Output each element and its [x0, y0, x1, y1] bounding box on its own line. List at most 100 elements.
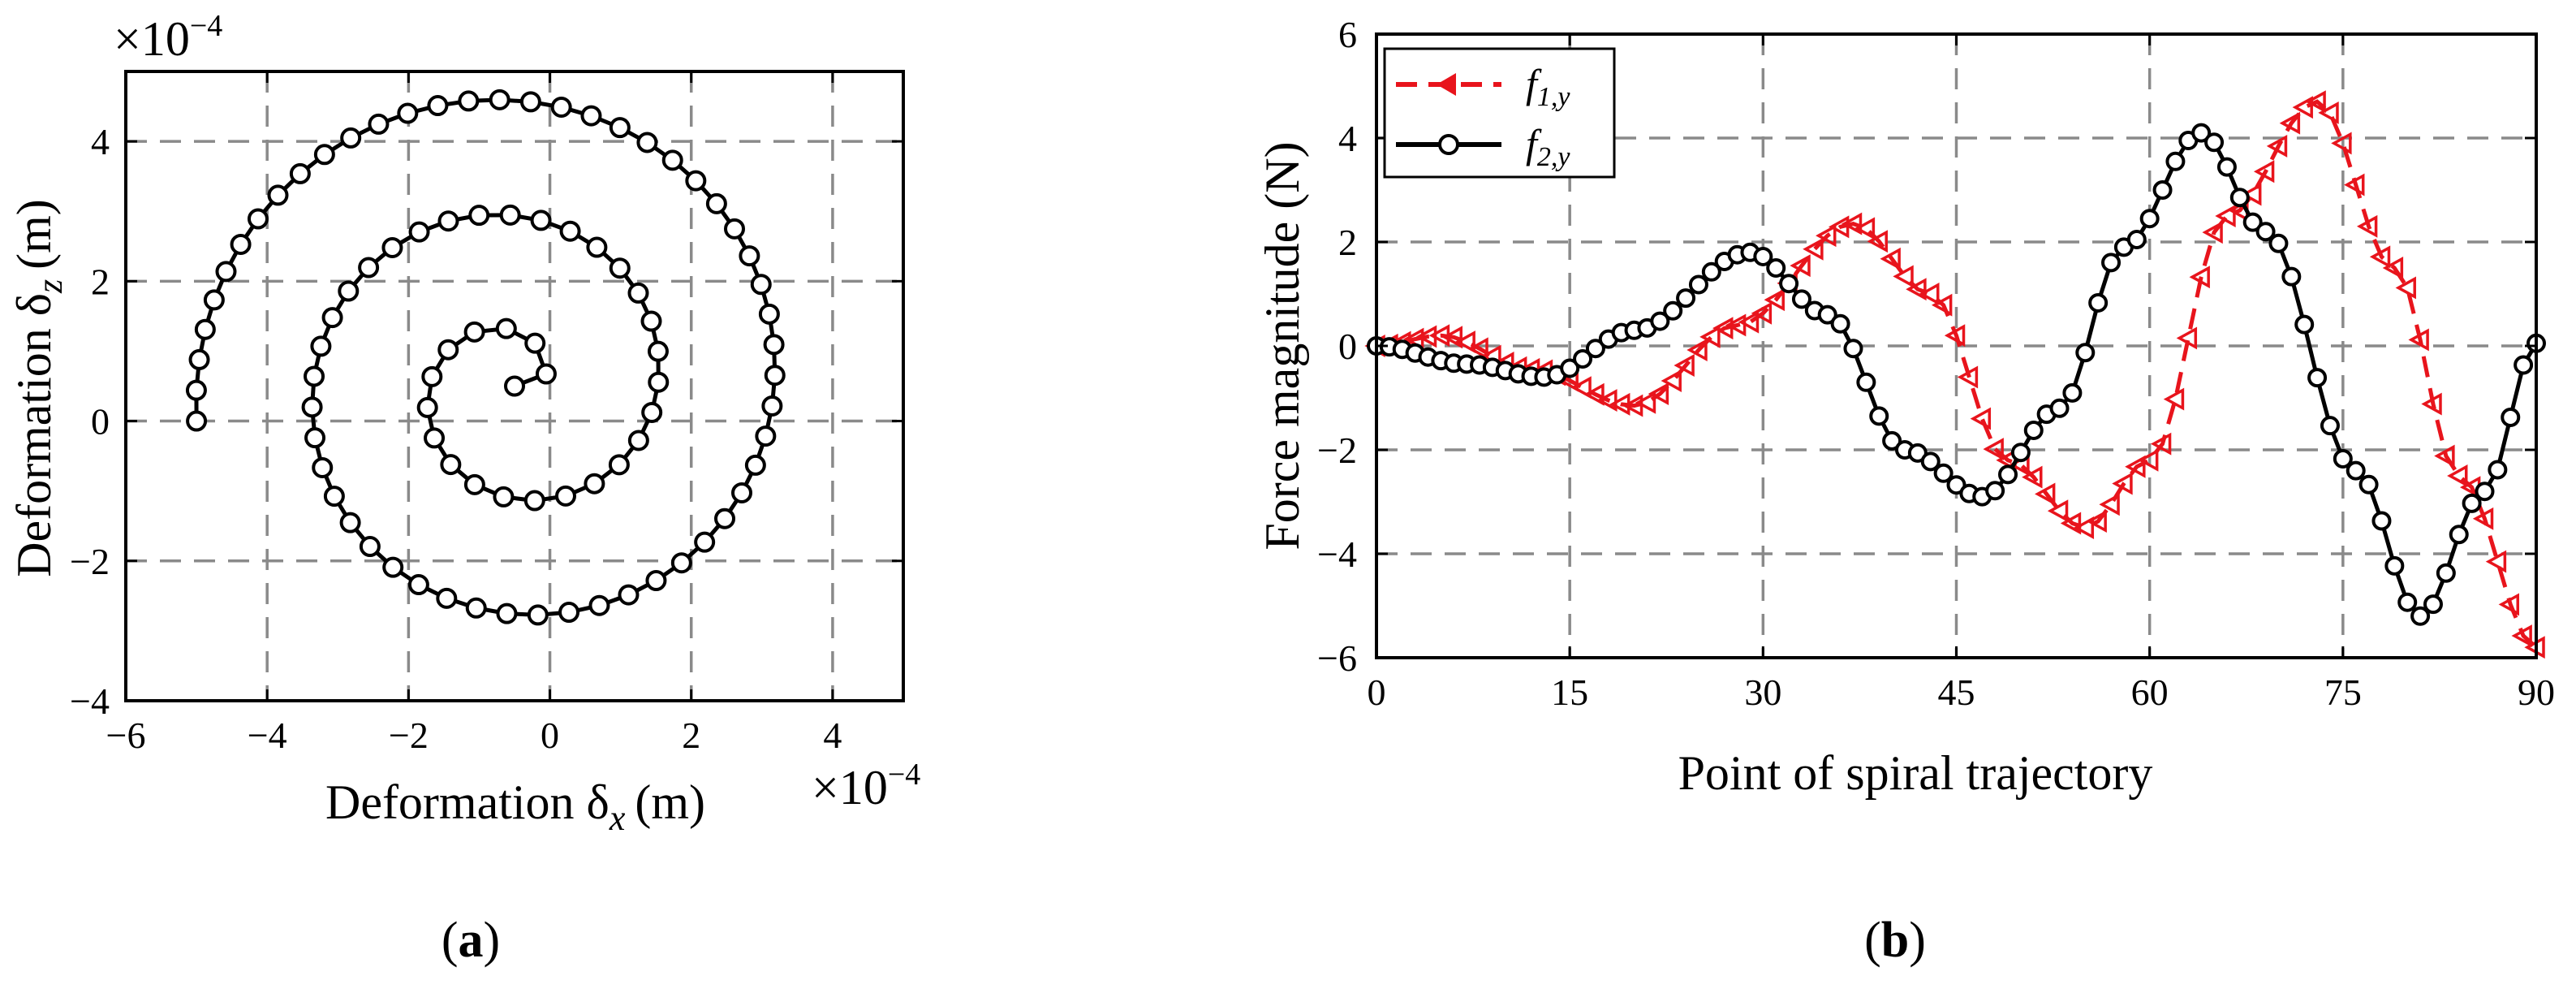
data-point: [2268, 233, 2289, 253]
spiral-point: [463, 321, 485, 343]
data-point: [1764, 288, 1785, 312]
data-point: [1661, 369, 1682, 392]
spiral-point: [554, 485, 576, 507]
spiral-point: [408, 221, 430, 243]
data-point: [2488, 460, 2508, 480]
data-point: [2485, 550, 2507, 573]
spiral-point: [524, 332, 546, 354]
spiral-point: [636, 132, 658, 153]
data-point: [2346, 460, 2366, 481]
data-point: [1585, 339, 1605, 359]
spiral-point: [527, 604, 549, 626]
spiral-point: [755, 425, 777, 447]
data-point: [1779, 274, 1799, 294]
spiral-point: [359, 536, 381, 558]
data-point: [1753, 246, 1773, 266]
data-point: [2204, 132, 2225, 153]
spiral-point: [440, 454, 462, 476]
y-axis-label-a: Deformation δz(m): [7, 199, 70, 577]
series-a-spiral: [185, 89, 786, 626]
spiral-point: [339, 512, 361, 533]
data-point: [1738, 310, 1760, 334]
data-point: [2152, 180, 2173, 200]
plot-frame-a: [124, 70, 905, 702]
data-point: [2397, 592, 2418, 612]
spiral-point: [323, 486, 345, 507]
series-f1y: [1364, 90, 2545, 659]
y-tick-label: 2: [1338, 222, 1357, 263]
data-point: [2395, 276, 2416, 300]
data-point: [2511, 624, 2532, 648]
data-point: [1817, 304, 1837, 325]
data-point: [2266, 134, 2288, 158]
x-tick-label: −2: [389, 715, 429, 756]
spiral-point: [705, 192, 727, 214]
data-point: [2331, 132, 2352, 155]
x-tick-label: 75: [2324, 672, 2362, 713]
data-point: [2088, 292, 2109, 313]
data-point: [1843, 339, 1863, 359]
data-point: [2434, 444, 2455, 468]
spiral-point: [627, 430, 649, 451]
x-tick-label: 0: [1368, 672, 1386, 713]
spiral-point: [714, 507, 736, 529]
data-point: [2356, 214, 2378, 238]
y-tick-label: 4: [1338, 118, 1357, 159]
spiral-point: [358, 257, 380, 279]
spiral-point: [427, 95, 449, 117]
x-tick-label: 4: [823, 715, 842, 756]
data-point: [1441, 326, 1463, 349]
data-point: [2421, 392, 2442, 416]
legend-marker-f2y: [1438, 134, 1459, 155]
x-axis-label-b: Point of spiral trajectory: [1678, 746, 2153, 800]
data-point: [1570, 376, 1592, 399]
y-tick-label: −2: [70, 541, 110, 582]
spiral-point: [661, 149, 683, 171]
spiral-point: [685, 170, 707, 192]
x-tick-label: 15: [1551, 672, 1588, 713]
data-point: [2049, 398, 2070, 418]
y-tick-label: −4: [1317, 533, 1357, 575]
data-point: [2023, 421, 2044, 440]
spiral-point: [731, 482, 753, 503]
data-point: [2447, 464, 2468, 487]
data-point: [1676, 288, 1696, 309]
spiral-point: [463, 473, 485, 495]
data-point: [2292, 96, 2313, 119]
spiral-point: [312, 456, 334, 478]
data-point: [1880, 247, 1901, 270]
spiral-point: [559, 220, 581, 242]
spiral-point: [437, 339, 459, 361]
spiral-point: [750, 274, 772, 296]
legend-b: f1,y f2,y: [1383, 47, 1616, 179]
y-tick-label: 4: [91, 121, 110, 162]
spiral-point: [407, 574, 429, 596]
chart-b: 0 15 30 45 60 75 90 −6 −4 −2 0 2 4 6 f1,y f2,y Point …: [1256, 14, 2555, 968]
data-point: [2163, 387, 2185, 411]
legend-marker-f1y: [1437, 73, 1456, 96]
spiral-point: [310, 335, 332, 357]
x-tick-label: 90: [2518, 672, 2555, 713]
data-point: [1596, 389, 1618, 412]
y-tick-label: 2: [91, 261, 110, 302]
data-point: [1931, 293, 1953, 317]
data-point: [2423, 594, 2443, 615]
spiral-point: [215, 261, 237, 283]
spiral-point: [758, 303, 780, 325]
y-axis-label-b: Force magnitude (N): [1256, 141, 1309, 550]
spiral-point: [764, 365, 786, 387]
panel-label-a: (a): [442, 913, 500, 968]
data-point: [1560, 358, 1580, 378]
data-point: [2176, 326, 2198, 350]
data-point: [2138, 448, 2159, 472]
data-point: [1867, 230, 1888, 253]
data-point: [1907, 443, 1928, 463]
spiral-point: [586, 236, 608, 258]
spiral-point: [465, 597, 487, 619]
spiral-point: [535, 363, 557, 385]
spiral-point: [609, 257, 631, 279]
spiral-point: [381, 236, 403, 258]
spiral-point: [436, 587, 458, 609]
spiral-point: [648, 371, 670, 393]
ticks-b: 0 15 30 45 60 75 90 −6 −4 −2 0 2 4 6: [1317, 14, 2555, 713]
